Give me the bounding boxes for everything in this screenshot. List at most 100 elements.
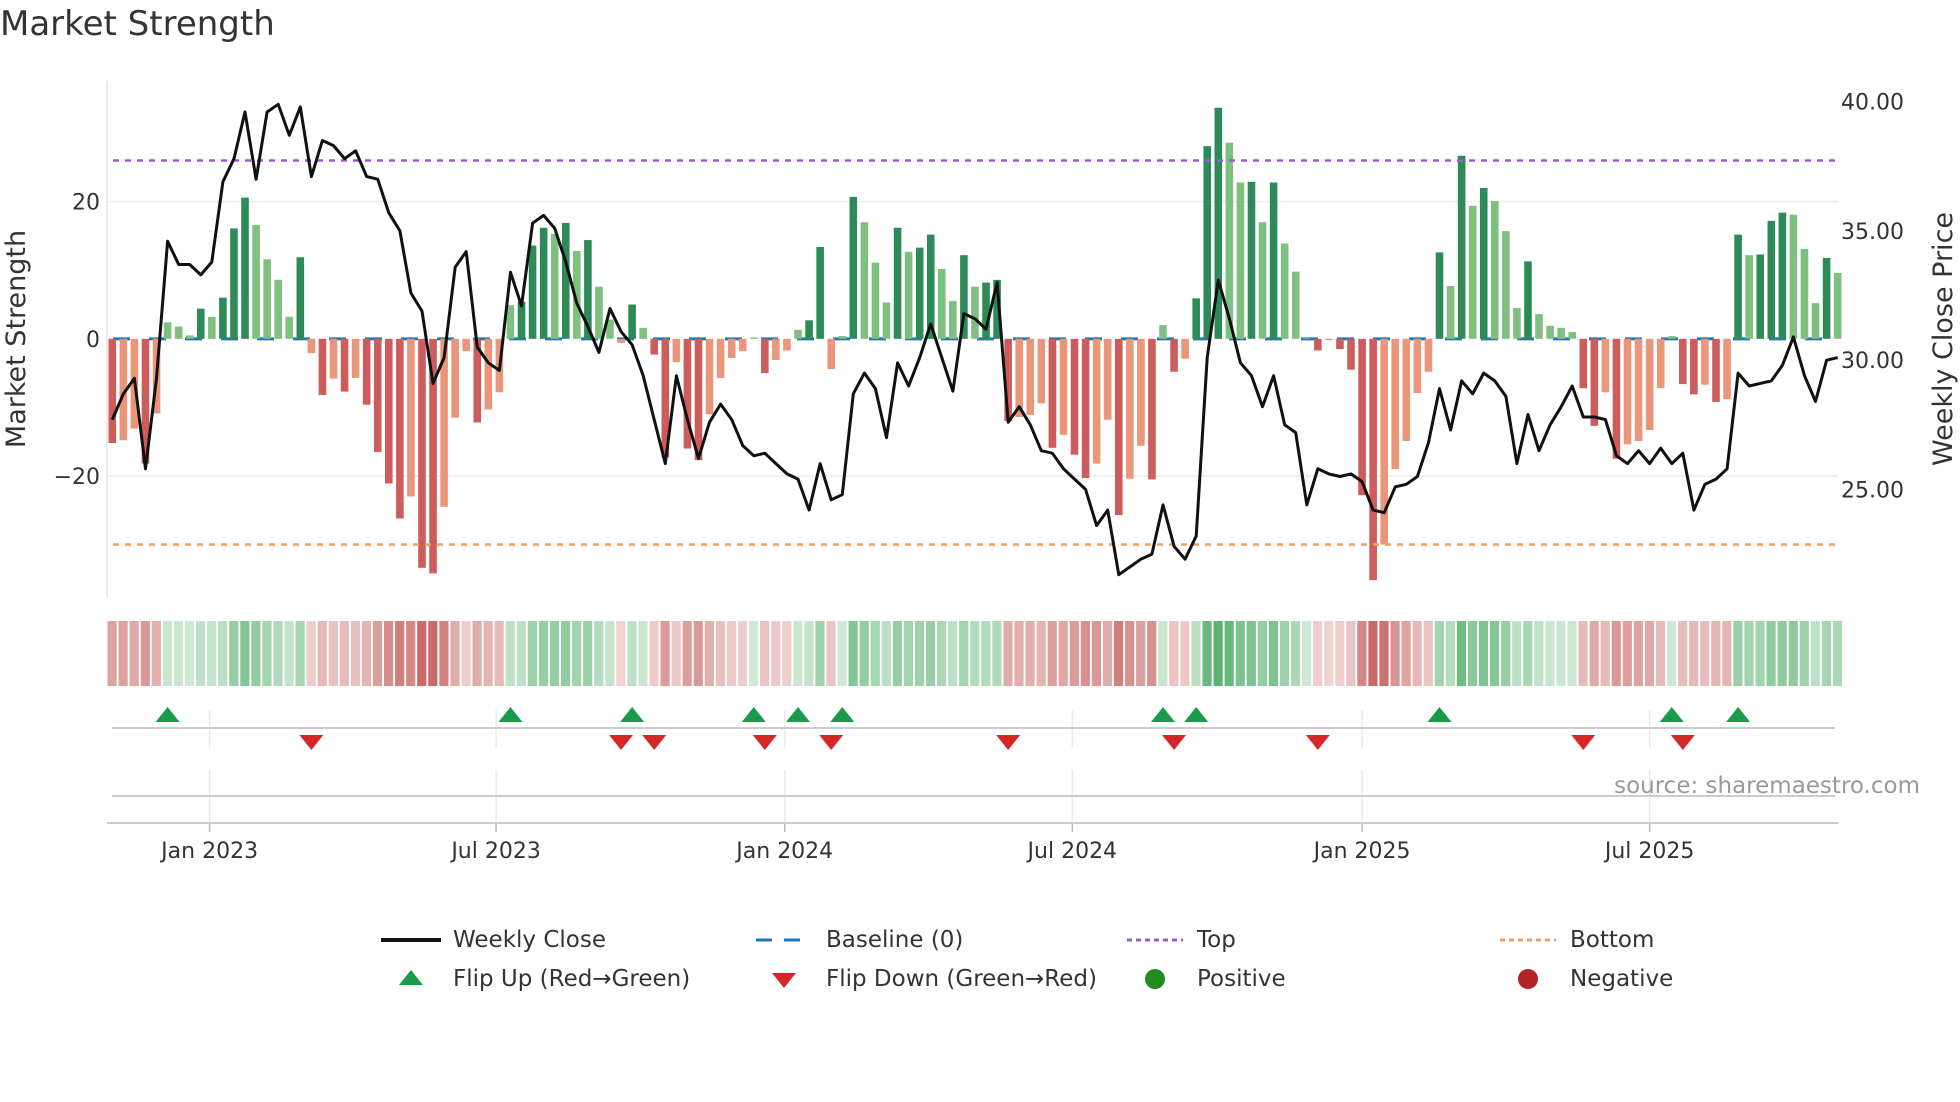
- strength-bar: [926, 234, 935, 339]
- strength-bar: [1203, 146, 1212, 339]
- strength-strip-cell: [848, 621, 858, 686]
- strength-strip-cell: [107, 621, 117, 686]
- strength-bar: [1590, 338, 1599, 426]
- strength-strip-cell: [1678, 621, 1688, 686]
- strength-strip-cell: [450, 621, 460, 686]
- strength-strip-cell: [151, 621, 161, 686]
- strength-bar: [1723, 338, 1731, 400]
- strength-strip-cell: [1799, 621, 1809, 686]
- strength-bar: [1413, 338, 1422, 393]
- legend-item-tri-down: Flip Down (Green→Red): [754, 964, 1097, 994]
- strength-bar: [1148, 338, 1156, 480]
- strength-bar: [1258, 222, 1267, 339]
- strength-bar: [595, 286, 603, 339]
- flip-down-marker: [819, 735, 844, 750]
- strength-strip-cell: [881, 621, 891, 686]
- strength-strip-cell: [1644, 621, 1655, 686]
- flip-down-marker: [299, 735, 324, 750]
- strength-bar: [816, 246, 824, 339]
- x-tick-label: Jan 2025: [1312, 839, 1411, 864]
- strength-strip-cell: [560, 621, 571, 686]
- strength-bar: [329, 338, 338, 379]
- strength-bar: [1457, 155, 1466, 339]
- strength-strip-cell: [1766, 621, 1776, 686]
- strength-strip-cell: [229, 621, 239, 686]
- strength-strip-cell: [1202, 621, 1212, 686]
- flip-down-marker: [642, 735, 667, 750]
- strength-strip-cell: [1368, 621, 1378, 686]
- flip-up-marker: [1659, 707, 1684, 722]
- strength-strip-cell: [594, 621, 604, 686]
- strength-strip-cell: [1102, 621, 1113, 686]
- strength-strip-cell: [1611, 621, 1621, 686]
- strength-strip-cell: [129, 621, 139, 686]
- strength-strip-cell: [1335, 621, 1345, 686]
- source-label: source: sharemaestro.com: [1614, 773, 1920, 799]
- strength-bar: [860, 222, 869, 339]
- strength-bar: [904, 251, 913, 339]
- strength-strip-cell: [1003, 621, 1013, 686]
- legend-label: Negative: [1570, 966, 1674, 992]
- strength-strip-cell: [903, 621, 914, 686]
- strength-bar: [1712, 338, 1720, 402]
- strength-bar: [573, 251, 581, 339]
- strength-bar: [1048, 338, 1057, 448]
- strength-bar: [396, 338, 404, 519]
- strength-bar: [738, 338, 747, 352]
- strength-strip-cell: [295, 621, 305, 686]
- strength-bar: [794, 329, 802, 339]
- strength-strip-cell: [1036, 621, 1046, 686]
- strength-bar: [1325, 338, 1333, 341]
- strength-bar: [1391, 338, 1400, 470]
- flip-down-marker: [1571, 735, 1596, 750]
- strength-strip-cell: [1434, 621, 1444, 686]
- strength-strip-cell: [793, 621, 803, 686]
- strength-strip-cell: [1655, 621, 1666, 686]
- strength-strip-cell: [516, 621, 526, 686]
- strength-strip-cell: [218, 621, 228, 686]
- flip-up-marker: [786, 707, 811, 722]
- strength-strip-cell: [1301, 621, 1312, 686]
- strength-bar: [418, 338, 426, 568]
- strength-strip-cell: [538, 621, 549, 686]
- strength-bar: [219, 297, 227, 339]
- strength-bar: [208, 316, 216, 339]
- strength-strip-cell: [1755, 621, 1765, 686]
- flip-up-marker: [1151, 707, 1175, 722]
- strength-bar: [528, 245, 537, 339]
- strength-bar: [1269, 182, 1278, 339]
- strength-bar: [1557, 327, 1565, 339]
- strength-bar: [318, 338, 327, 396]
- strength-strip-cell: [837, 621, 847, 686]
- strength-strip-cell: [395, 621, 405, 686]
- strength-strip-cell: [317, 621, 327, 686]
- strength-strip-cell: [1711, 621, 1721, 686]
- strength-strip-cell: [948, 621, 958, 686]
- strength-bar: [1236, 182, 1245, 339]
- strength-strip-cell: [494, 621, 504, 686]
- strength-strip-cell: [1069, 621, 1079, 686]
- strength-bar: [1612, 338, 1621, 459]
- strength-bar: [185, 335, 194, 339]
- strength-strip-cell: [771, 621, 781, 686]
- strength-strip-cell: [428, 621, 438, 686]
- strength-strip-cell: [1666, 621, 1677, 686]
- strength-bar: [1358, 338, 1366, 496]
- strength-bar: [373, 338, 382, 452]
- y-axis-label: Market Strength: [1, 230, 32, 448]
- strength-bar: [1502, 231, 1510, 339]
- strength-strip-cell: [1147, 621, 1157, 686]
- legend-item-dot-bottom: Bottom: [1498, 925, 1654, 955]
- strength-strip-cell: [1810, 621, 1820, 686]
- strength-strip-cell: [1733, 621, 1743, 686]
- strength-bar: [672, 338, 681, 363]
- strength-strip-cell: [605, 621, 615, 686]
- strength-strip-cell: [273, 621, 283, 686]
- strength-bar: [1424, 338, 1433, 372]
- strength-strip-cell: [184, 621, 195, 686]
- strength-strip-cell: [1224, 621, 1234, 686]
- strength-bar: [749, 337, 758, 339]
- strength-strip-cell: [583, 621, 593, 686]
- dot-pos-icon: [1125, 964, 1185, 994]
